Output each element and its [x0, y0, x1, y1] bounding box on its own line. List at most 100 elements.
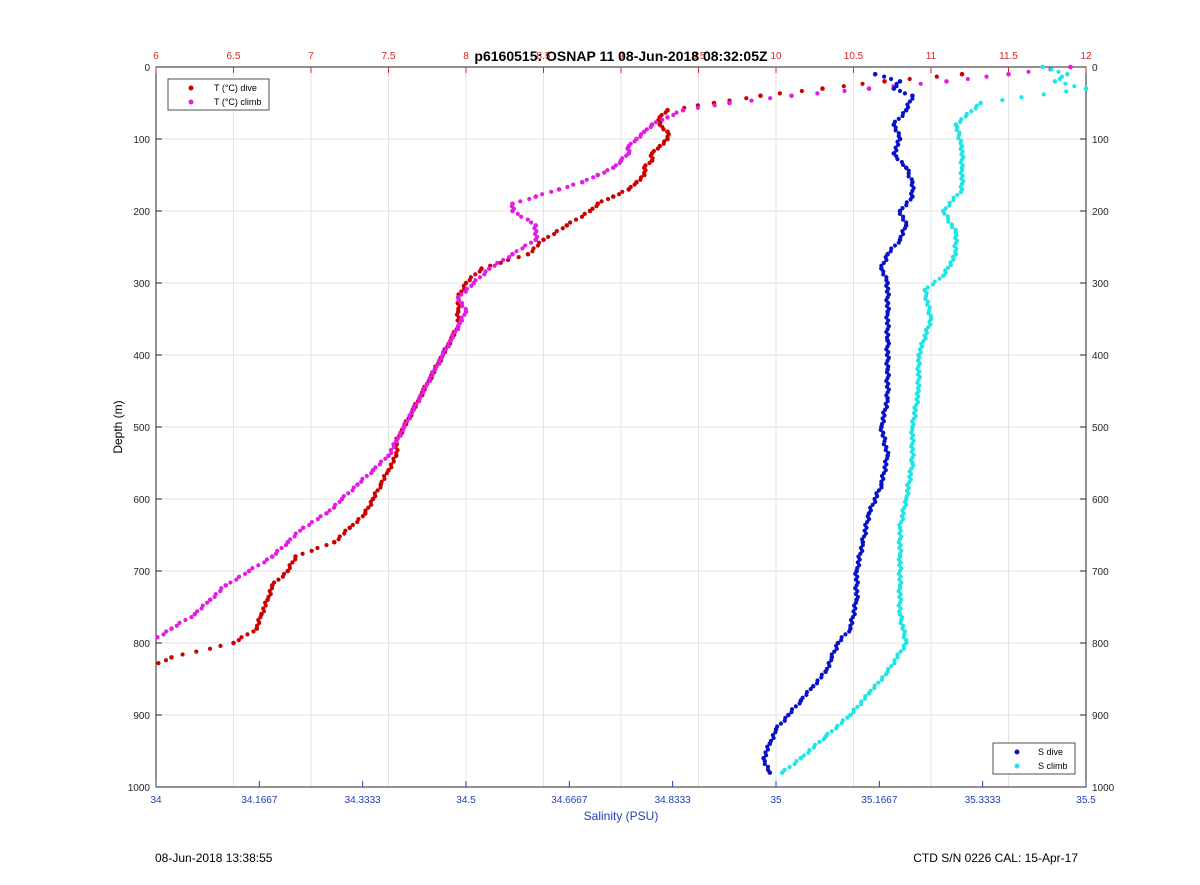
data-point — [767, 741, 773, 747]
data-point — [393, 453, 399, 459]
data-point — [263, 603, 268, 608]
data-point — [945, 265, 951, 270]
legend-s-climb-marker — [1014, 763, 1020, 769]
data-point — [892, 243, 898, 248]
data-point — [782, 718, 787, 723]
data-point — [829, 658, 834, 663]
y-tick-label-right: 900 — [1092, 711, 1109, 722]
data-point — [848, 712, 853, 718]
data-point — [661, 141, 666, 146]
data-point — [398, 433, 403, 438]
x-bottom-tick-label: 34.5 — [456, 795, 476, 806]
data-point — [653, 120, 658, 125]
y-tick-label-left: 500 — [133, 423, 150, 434]
y-tick-label-left: 800 — [133, 639, 150, 650]
x-bottom-tick-label: 34.6667 — [551, 795, 588, 806]
data-point — [910, 96, 915, 101]
data-point — [309, 548, 314, 553]
data-point — [389, 450, 394, 456]
data-point — [1057, 76, 1062, 82]
data-point — [1026, 69, 1031, 74]
data-point — [327, 508, 332, 513]
x-top-tick-label: 10 — [770, 51, 782, 62]
data-point — [446, 344, 451, 349]
x-top-tick-label: 7.5 — [382, 51, 396, 62]
data-point — [169, 655, 174, 660]
data-point — [799, 88, 804, 94]
data-point — [978, 100, 983, 106]
data-point — [571, 182, 576, 187]
data-point — [896, 116, 901, 121]
data-point — [897, 136, 903, 142]
data-point — [324, 542, 329, 548]
data-point — [515, 211, 520, 216]
y-tick-label-left: 200 — [133, 207, 150, 218]
data-point — [638, 177, 643, 182]
data-point — [695, 105, 700, 110]
data-point — [362, 511, 368, 516]
data-point — [439, 355, 444, 360]
x-top-tick-label: 12 — [1080, 51, 1092, 62]
data-point — [573, 217, 579, 222]
data-point — [246, 568, 252, 574]
data-point — [895, 157, 900, 162]
data-point — [829, 729, 834, 734]
data-point — [432, 367, 438, 372]
legend-s-climb-label: S climb — [1038, 761, 1068, 771]
data-point — [969, 109, 974, 114]
data-point — [841, 84, 846, 89]
y-tick-label-left: 700 — [133, 567, 150, 578]
data-point — [350, 488, 355, 493]
data-point — [364, 473, 369, 479]
data-point — [463, 289, 468, 294]
data-point — [595, 172, 601, 178]
data-point — [587, 208, 593, 214]
data-point — [883, 672, 889, 677]
data-point — [347, 525, 353, 531]
data-point — [369, 470, 374, 476]
data-point — [459, 318, 465, 323]
data-point — [820, 86, 825, 91]
data-point — [712, 103, 717, 108]
data-point — [965, 76, 970, 82]
data-point — [827, 663, 832, 669]
data-point — [904, 203, 909, 208]
data-point — [923, 296, 928, 301]
data-point — [889, 663, 894, 669]
data-point — [525, 217, 530, 222]
data-point — [610, 165, 616, 171]
data-points — [155, 64, 1089, 775]
data-point — [535, 243, 541, 248]
legend-t-dive-marker — [188, 85, 194, 91]
data-point — [665, 115, 670, 120]
legend-t-climb-label: T (°C) climb — [214, 97, 261, 107]
legend-s-dive-marker — [1014, 749, 1020, 755]
data-point — [236, 574, 242, 579]
data-point — [437, 361, 442, 366]
data-point — [298, 528, 303, 533]
data-point — [199, 606, 204, 611]
data-point — [565, 184, 570, 190]
data-point — [765, 747, 771, 752]
data-point — [309, 519, 314, 525]
data-point — [205, 600, 210, 605]
data-point — [900, 206, 905, 211]
data-point — [514, 249, 519, 254]
data-point — [984, 74, 989, 79]
data-point — [471, 280, 477, 286]
data-point — [900, 217, 906, 222]
data-point — [584, 177, 589, 182]
data-point — [881, 272, 886, 277]
data-point — [896, 142, 901, 147]
data-point — [819, 675, 824, 680]
data-point — [605, 196, 611, 202]
data-point — [902, 226, 908, 231]
data-point — [610, 194, 616, 199]
data-point — [391, 459, 396, 464]
data-point — [923, 336, 928, 341]
data-point — [1041, 92, 1046, 97]
y-tick-label-right: 500 — [1092, 423, 1109, 434]
x-bottom-tick-label: 35 — [770, 795, 782, 806]
data-point — [236, 638, 241, 643]
data-point — [804, 692, 809, 697]
